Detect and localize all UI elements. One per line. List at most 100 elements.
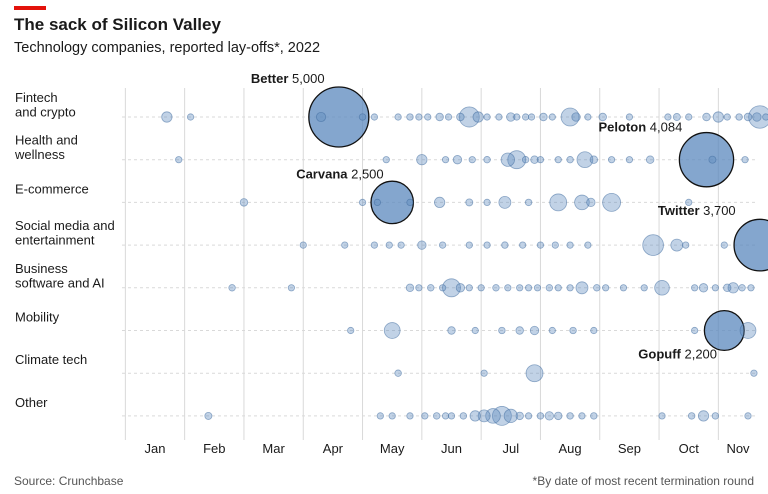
bubble [516, 284, 524, 292]
bubble [204, 411, 213, 420]
bubble [578, 412, 586, 420]
bubble [702, 112, 711, 122]
bubble [483, 198, 491, 206]
bubble [441, 412, 450, 420]
bubble [447, 412, 456, 420]
bubble [602, 192, 622, 212]
bubble [480, 369, 488, 377]
bubble [533, 284, 542, 292]
bubble-annotated [308, 86, 370, 148]
bubble [439, 241, 447, 249]
bubble [625, 113, 634, 121]
bubble [739, 322, 757, 339]
bubble [465, 241, 473, 249]
bubble [586, 197, 596, 208]
bubble [566, 284, 574, 292]
bubble [442, 278, 461, 298]
category-label: Other [15, 395, 48, 410]
annotation-label: Peloton 4,084 [598, 120, 682, 135]
category-label: Business software and AI [15, 261, 105, 291]
bubble [456, 112, 465, 122]
bubble [427, 284, 435, 292]
x-tick-label: Apr [323, 441, 344, 456]
bubble [545, 284, 554, 292]
bubble [385, 241, 393, 249]
bubble [507, 150, 527, 170]
bubble [735, 113, 743, 121]
bubble [602, 284, 610, 292]
bubble [640, 284, 648, 292]
bubble [560, 107, 580, 127]
bubble [744, 412, 752, 420]
bubble-annotated [678, 131, 735, 188]
bubble [723, 113, 731, 121]
bubble [711, 412, 720, 420]
category-label: Climate tech [15, 352, 87, 367]
bubble [287, 284, 295, 292]
bubble [458, 106, 480, 128]
bubble [376, 412, 384, 420]
bubble [504, 284, 512, 292]
category-label: Health and wellness [14, 133, 78, 163]
bubble [738, 284, 746, 292]
bubble [373, 198, 381, 206]
category-label: Social media and entertainment [15, 218, 115, 248]
bubble [743, 112, 753, 122]
bubble [539, 112, 548, 122]
bubble [584, 113, 592, 121]
bubble [691, 326, 699, 335]
bubble [501, 241, 509, 249]
bubble [554, 411, 563, 421]
x-tick-label: Nov [726, 441, 750, 456]
bubble [465, 198, 474, 207]
bubble [687, 412, 696, 420]
bubble [524, 198, 533, 207]
bubble [576, 151, 594, 169]
bubble [515, 326, 524, 335]
bubble [527, 113, 536, 121]
bubble [645, 155, 655, 164]
chart-title: The sack of Silicon Valley [14, 15, 221, 34]
bubble [471, 326, 479, 335]
bubble [536, 156, 545, 164]
bubble [434, 196, 446, 208]
bubble [685, 113, 693, 121]
bubble [503, 408, 518, 424]
bubble [161, 111, 173, 123]
bubble [435, 112, 444, 122]
bubble [548, 113, 556, 121]
bubble [416, 154, 428, 166]
bubble [406, 198, 414, 206]
bubble [593, 284, 601, 292]
bubble [468, 156, 476, 164]
bubble [698, 283, 709, 293]
bubble [394, 369, 402, 377]
bubble [544, 411, 554, 421]
bubble [741, 156, 749, 164]
bubble [712, 111, 724, 123]
bubble [670, 238, 684, 252]
bubble [682, 241, 690, 249]
bubble [566, 412, 574, 420]
bubble [469, 410, 481, 422]
x-tick-label: May [380, 441, 405, 456]
bubble [590, 326, 598, 335]
annotation-label: Better 5,000 [251, 71, 325, 86]
bubble [358, 198, 367, 206]
bubble [608, 156, 616, 164]
bubble [566, 241, 574, 249]
bubble [483, 113, 491, 121]
bubble [697, 410, 710, 422]
footnote: *By date of most recent termination roun… [532, 474, 754, 488]
bubble [472, 111, 484, 123]
bubble [447, 326, 456, 335]
bubble [548, 326, 556, 335]
bubble [417, 240, 427, 250]
bubble [415, 113, 423, 121]
bubble [397, 241, 405, 249]
bubble [625, 156, 634, 164]
bubble [536, 412, 545, 420]
annotation-label: Gopuff 2,200 [638, 347, 717, 362]
x-tick-label: Jul [502, 441, 519, 456]
